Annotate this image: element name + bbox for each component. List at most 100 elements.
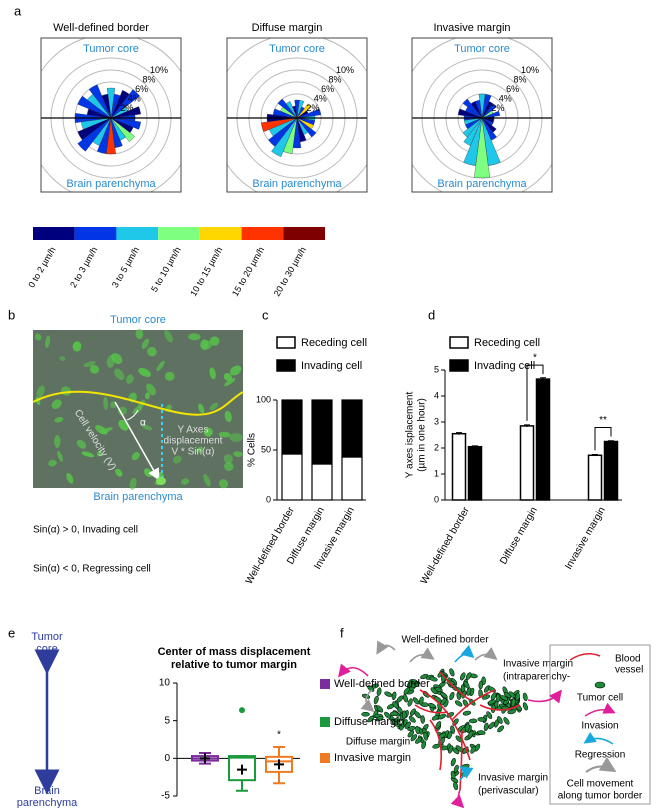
tumor-cell — [391, 720, 400, 727]
tumor-cell — [454, 700, 463, 707]
y-tick-label: 10 — [159, 678, 171, 689]
cell — [36, 385, 45, 398]
bar — [603, 440, 619, 501]
tumor-cell — [463, 680, 470, 689]
y-tick-label: -5 — [161, 791, 170, 802]
wedge — [106, 117, 116, 155]
wedge — [481, 117, 497, 133]
tumor-cell — [367, 685, 375, 692]
legend-swatch — [283, 227, 325, 240]
blood-vessel — [451, 689, 496, 721]
axis-end-label: parenchyma — [17, 797, 78, 808]
y-tick-label: 50 — [261, 444, 271, 454]
panel-label: b — [8, 307, 15, 322]
legend-label: Invasive margin — [334, 752, 411, 764]
tumor-cell — [522, 692, 528, 702]
panel-f: Well-defined border Diffuse margin Invas… — [337, 635, 651, 808]
ring-label: 10% — [521, 65, 539, 75]
tumor-cell — [384, 711, 391, 719]
arrow — [454, 644, 475, 663]
tumor-cell — [427, 703, 436, 709]
wedge — [296, 117, 317, 138]
legend-swatch — [320, 753, 330, 763]
panel-label: c — [262, 307, 269, 322]
wedge — [296, 117, 307, 142]
legend-label: vessel — [615, 665, 643, 676]
bar — [311, 463, 333, 501]
axis-end-label: core — [36, 643, 57, 655]
arrow — [459, 766, 474, 781]
tumor-cell — [418, 696, 424, 705]
tumor-cell — [415, 725, 420, 735]
wedge — [77, 117, 112, 152]
legend-swatch — [74, 227, 117, 240]
tumor-cell — [423, 732, 429, 741]
tumor-cell — [440, 692, 448, 699]
tumor-cell — [470, 745, 477, 754]
cell — [202, 340, 213, 350]
wedge — [110, 117, 123, 148]
bar — [587, 454, 603, 501]
legend-label: 10 to 15 µm/h — [188, 245, 224, 298]
cell — [106, 354, 115, 368]
cell — [129, 477, 137, 490]
velocity-arrow — [114, 401, 160, 481]
wedge — [296, 117, 316, 126]
bar — [451, 432, 467, 501]
tumor-cell — [376, 687, 382, 696]
y-tick-label: 3 — [434, 416, 439, 426]
wedge — [296, 103, 312, 119]
legend-swatch — [276, 336, 296, 349]
ring-label: 2% — [491, 103, 504, 113]
cell — [135, 329, 144, 340]
cell — [34, 333, 42, 341]
tumor-cell — [401, 719, 408, 727]
panel-label: d — [428, 307, 435, 322]
label: Invasive margin — [478, 773, 548, 784]
displacement-label: Y Axes — [178, 425, 209, 436]
panel-label: e — [8, 625, 15, 640]
cell — [114, 368, 125, 381]
outlier — [239, 707, 245, 714]
bar — [341, 456, 363, 501]
bar — [281, 453, 303, 501]
tumor-cell — [497, 716, 503, 724]
cell — [72, 341, 82, 352]
x-tick-label: Diffuse margin — [498, 505, 540, 566]
chart-title: Center of mass displacement — [158, 646, 311, 658]
legend-swatch — [320, 679, 330, 689]
cell — [48, 459, 57, 467]
cell — [209, 367, 216, 380]
chart-title: Invasive margin — [433, 22, 510, 34]
cell — [218, 479, 229, 489]
tumor-cell — [449, 668, 455, 677]
arrow — [527, 689, 562, 704]
arrow — [450, 789, 465, 808]
wedge — [110, 117, 141, 130]
panel-label: a — [14, 3, 22, 18]
tumor-cell — [483, 722, 489, 732]
significance-bracket — [594, 427, 612, 451]
top-label: Tumor core — [83, 43, 139, 55]
tumor-cell — [403, 694, 409, 703]
rose-plot — [227, 38, 367, 192]
ring-label: 10% — [336, 65, 354, 75]
tumor-cell — [391, 691, 397, 700]
legend-swatch — [449, 336, 469, 349]
legend-regression — [583, 732, 614, 745]
cell — [224, 410, 232, 423]
legend-label: 0 to 2 µm/h — [26, 245, 57, 289]
wedge — [296, 108, 321, 119]
bar — [519, 425, 535, 501]
cell — [223, 373, 232, 382]
bar — [341, 399, 363, 458]
angle-arc — [126, 409, 139, 421]
legend-swatch — [116, 227, 159, 240]
bottom-label: Brain parenchyma — [437, 178, 527, 190]
ring-label: 8% — [514, 75, 527, 85]
ring-label: 4% — [499, 93, 512, 103]
cell — [233, 451, 243, 457]
cell — [45, 335, 51, 349]
cell — [218, 431, 231, 438]
ring-label: 6% — [135, 84, 148, 94]
